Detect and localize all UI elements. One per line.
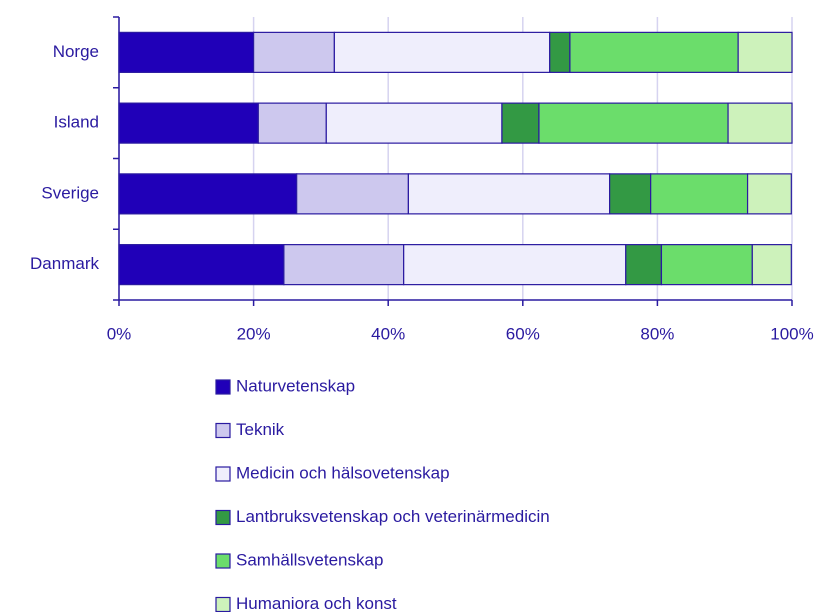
bar-segment xyxy=(118,173,298,215)
bar-segment xyxy=(727,102,793,144)
bar-segment xyxy=(118,244,285,286)
legend-label: Humaniora och konst xyxy=(236,594,397,612)
bar-segment xyxy=(538,102,729,144)
x-tick-label: 100% xyxy=(770,324,813,343)
legend-swatch xyxy=(215,466,231,482)
legend-label: Teknik xyxy=(236,420,285,439)
bar-segment xyxy=(403,244,627,286)
bar-segment xyxy=(737,31,793,73)
x-tick-label: 80% xyxy=(640,324,674,343)
bar-segment xyxy=(407,173,611,215)
legend-label: Lantbruksvetenskap och veterinärmedicin xyxy=(236,507,550,526)
bar-segment xyxy=(118,102,259,144)
y-tick-label: Sverige xyxy=(41,183,99,202)
bar-segment xyxy=(609,173,652,215)
legend-swatch xyxy=(215,422,231,439)
y-tick-label: Norge xyxy=(53,42,99,61)
bar-segment xyxy=(257,102,327,144)
legend-swatch xyxy=(215,553,231,569)
bar-segment xyxy=(325,102,503,144)
bar-segment xyxy=(625,244,663,286)
legend-swatch xyxy=(215,596,231,612)
x-tick-label: 60% xyxy=(506,324,540,343)
y-tick-label: Island xyxy=(54,113,99,132)
legend-swatch xyxy=(215,509,231,526)
bar-segment xyxy=(118,31,255,73)
legend-label: Samhällsvetenskap xyxy=(236,550,383,569)
bar-segment xyxy=(501,102,540,144)
bar-segment xyxy=(569,31,739,73)
bar-segment xyxy=(283,244,405,286)
bar-segment xyxy=(660,244,753,286)
legend-swatch xyxy=(215,379,231,395)
x-tick-label: 40% xyxy=(371,324,405,343)
bar-segment xyxy=(650,173,749,215)
legend-label: Medicin och hälsovetenskap xyxy=(236,463,450,482)
y-tick-label: Danmark xyxy=(30,254,99,273)
bar-segment xyxy=(549,31,571,73)
bar-segment xyxy=(746,173,792,215)
legend-label: Naturvetenskap xyxy=(236,376,355,395)
x-tick-label: 0% xyxy=(107,324,132,343)
x-tick-label: 20% xyxy=(237,324,271,343)
bar-segment xyxy=(296,173,409,215)
bar-segment xyxy=(751,244,792,286)
bar-segment xyxy=(253,31,335,73)
bar-segment xyxy=(333,31,551,73)
